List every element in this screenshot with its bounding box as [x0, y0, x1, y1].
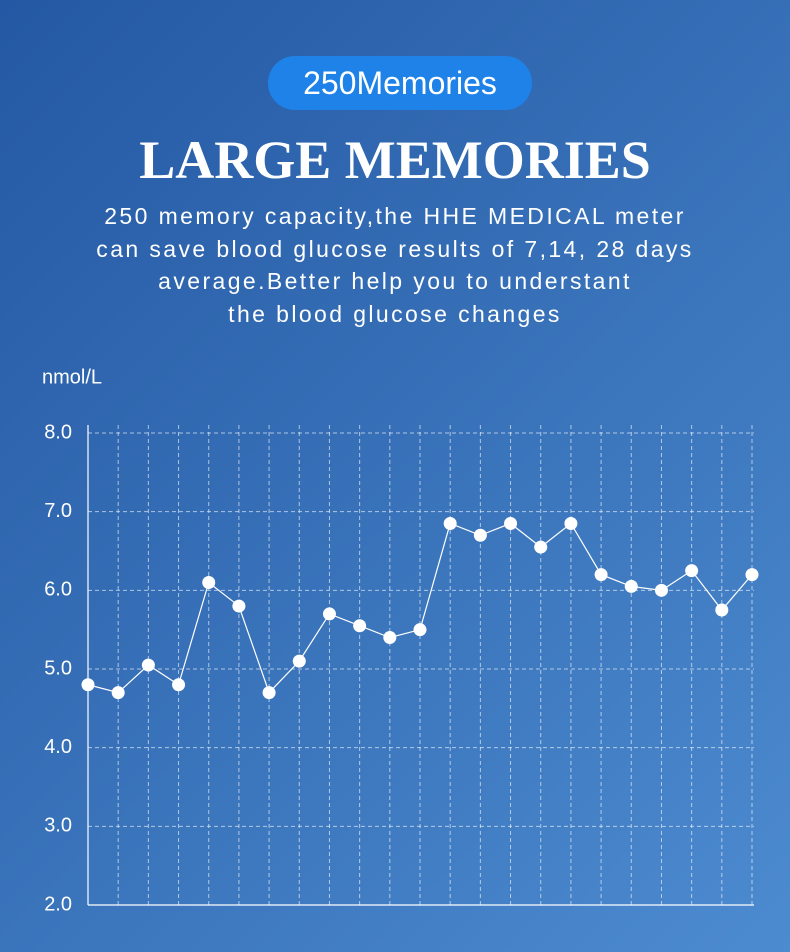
- description-line: can save blood glucose results of 7,14, …: [96, 235, 694, 262]
- badge: 250Memories: [268, 56, 532, 110]
- point: [111, 686, 125, 700]
- point: [262, 686, 276, 700]
- y-tick-label: 3.0: [44, 815, 72, 837]
- point: [172, 678, 186, 692]
- point: [745, 568, 759, 582]
- y-tick-label: 4.0: [44, 736, 72, 758]
- description-line: 250 memory capacity,the HHE MEDICAL mete…: [104, 203, 686, 229]
- point: [715, 603, 729, 617]
- description-line: average.Better help you to understant: [158, 268, 632, 294]
- point: [81, 678, 95, 692]
- description: 250 memory capacity,the HHE MEDICAL mete…: [0, 200, 790, 330]
- point: [564, 516, 578, 530]
- point: [654, 583, 668, 597]
- y-tick-label: 7.0: [44, 500, 72, 522]
- point: [322, 607, 336, 621]
- point: [534, 540, 548, 554]
- y-tick-label: 2.0: [44, 893, 72, 915]
- point: [504, 516, 518, 530]
- point: [685, 564, 699, 578]
- point: [594, 568, 608, 582]
- point: [383, 631, 397, 645]
- description-line: the blood glucose changes: [228, 300, 562, 327]
- y-tick-label: 8.0: [44, 421, 72, 443]
- point: [473, 528, 487, 542]
- y-tick-label: 6.0: [44, 579, 72, 601]
- point: [413, 623, 427, 637]
- point: [624, 579, 638, 593]
- y-tick-label: 5.0: [44, 657, 72, 679]
- title: LARGE MEMORIES: [139, 130, 651, 190]
- y-axis-label: nmol/L: [42, 366, 102, 388]
- point: [202, 575, 216, 589]
- point: [292, 654, 306, 668]
- point: [443, 516, 457, 530]
- point: [353, 619, 367, 633]
- point: [141, 658, 155, 672]
- point: [232, 599, 246, 613]
